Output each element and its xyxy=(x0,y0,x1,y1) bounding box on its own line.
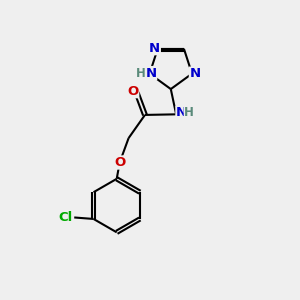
Text: Cl: Cl xyxy=(59,211,73,224)
Text: N: N xyxy=(176,106,187,119)
Text: N: N xyxy=(149,42,160,55)
Text: O: O xyxy=(128,85,139,98)
Text: O: O xyxy=(114,156,125,169)
Text: H: H xyxy=(136,67,146,80)
Text: N: N xyxy=(146,67,157,80)
Text: N: N xyxy=(189,67,200,80)
Text: H: H xyxy=(184,106,194,119)
